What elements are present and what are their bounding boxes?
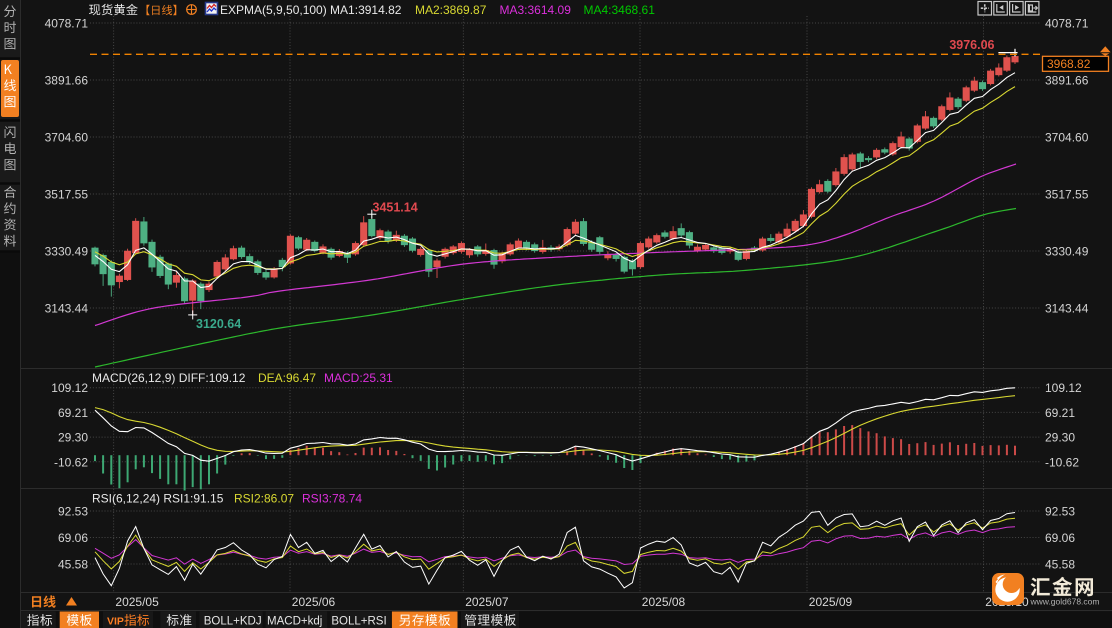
svg-text:92.53: 92.53 — [58, 505, 88, 519]
svg-text:4078.71: 4078.71 — [45, 17, 89, 31]
svg-text:MACD+kdj: MACD+kdj — [267, 616, 322, 628]
svg-text:4078.71: 4078.71 — [1045, 17, 1089, 31]
svg-text:3704.60: 3704.60 — [1045, 131, 1089, 145]
svg-text:EXPMA(5,9,50,100) MA1:3914.82: EXPMA(5,9,50,100) MA1:3914.82 — [220, 3, 402, 17]
svg-text:VIP: VIP — [107, 616, 124, 628]
svg-text:RSI2:86.07: RSI2:86.07 — [234, 492, 294, 506]
svg-text:DEA:96.47: DEA:96.47 — [258, 371, 316, 385]
svg-text:2025/05: 2025/05 — [115, 595, 159, 609]
svg-text:3451.14: 3451.14 — [373, 201, 418, 215]
svg-text:BOLL+RSI: BOLL+RSI — [331, 616, 386, 628]
svg-text:3330.49: 3330.49 — [1045, 245, 1089, 259]
svg-text:3517.55: 3517.55 — [1045, 188, 1089, 202]
svg-text:2025/08: 2025/08 — [642, 595, 686, 609]
svg-text:3976.06: 3976.06 — [949, 38, 994, 52]
svg-text:BOLL+KDJ: BOLL+KDJ — [204, 616, 262, 628]
svg-text:3704.60: 3704.60 — [45, 131, 89, 145]
svg-text:2025/07: 2025/07 — [465, 595, 509, 609]
svg-text:45.58: 45.58 — [58, 558, 88, 572]
svg-text:MA2:3869.87: MA2:3869.87 — [415, 3, 487, 17]
svg-text:29.30: 29.30 — [58, 431, 88, 445]
svg-text:2025/09: 2025/09 — [809, 595, 853, 609]
svg-text:3143.44: 3143.44 — [1045, 302, 1089, 316]
svg-text:3891.66: 3891.66 — [45, 74, 89, 88]
svg-text:www.gold678.com: www.gold678.com — [1030, 597, 1100, 607]
svg-text:MA4:3468.61: MA4:3468.61 — [584, 3, 656, 17]
svg-text:-10.62: -10.62 — [1045, 455, 1079, 469]
svg-text:3891.66: 3891.66 — [1045, 74, 1089, 88]
svg-text:3330.49: 3330.49 — [45, 245, 89, 259]
svg-text:MA3:3614.09: MA3:3614.09 — [500, 3, 572, 17]
svg-text:3517.55: 3517.55 — [45, 188, 89, 202]
svg-text:RSI3:78.74: RSI3:78.74 — [302, 492, 362, 506]
svg-text:92.53: 92.53 — [1045, 505, 1075, 519]
svg-text:3143.44: 3143.44 — [45, 302, 89, 316]
svg-text:69.21: 69.21 — [1045, 406, 1075, 420]
svg-text:29.30: 29.30 — [1045, 431, 1075, 445]
svg-text:109.12: 109.12 — [51, 381, 88, 395]
svg-text:MACD:25.31: MACD:25.31 — [324, 371, 393, 385]
svg-text:69.21: 69.21 — [58, 406, 88, 420]
svg-text:109.12: 109.12 — [1045, 381, 1082, 395]
svg-text:-10.62: -10.62 — [54, 455, 88, 469]
svg-text:69.06: 69.06 — [1045, 531, 1075, 545]
svg-text:69.06: 69.06 — [58, 531, 88, 545]
svg-text:RSI(6,12,24) RSI1:91.15: RSI(6,12,24) RSI1:91.15 — [92, 492, 224, 506]
svg-text:45.58: 45.58 — [1045, 558, 1075, 572]
svg-text:2025/06: 2025/06 — [292, 595, 336, 609]
svg-text:3968.82: 3968.82 — [1047, 57, 1091, 71]
svg-text:MACD(26,12,9) DIFF:109.12: MACD(26,12,9) DIFF:109.12 — [92, 371, 246, 385]
svg-text:3120.64: 3120.64 — [196, 317, 241, 331]
